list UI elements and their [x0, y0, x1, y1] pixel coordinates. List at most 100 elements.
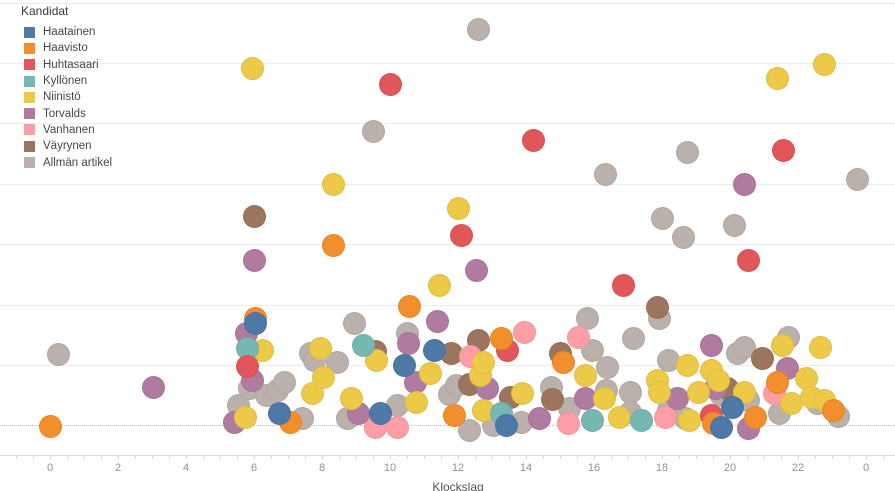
data-point-allm-n-artikel[interactable] [675, 140, 699, 164]
data-point-v-yrynen[interactable] [440, 341, 464, 365]
data-point-vanhanen[interactable] [566, 325, 590, 349]
data-point-niinist-[interactable] [233, 405, 257, 429]
data-point-allm-n-artikel[interactable] [618, 380, 642, 404]
data-point-torvalds[interactable] [396, 331, 420, 355]
data-point-torvalds[interactable] [528, 406, 552, 430]
data-point-allm-n-artikel[interactable] [650, 206, 674, 230]
legend-item-vanhanen[interactable]: Vanhanen [21, 122, 112, 138]
data-point-haavisto[interactable] [490, 326, 514, 350]
data-point-haatainen[interactable] [243, 311, 267, 335]
data-point-haatainen[interactable] [268, 401, 292, 425]
data-point-kyll-nen[interactable] [630, 408, 654, 432]
data-point-niinist-[interactable] [322, 172, 346, 196]
data-point-haatainen[interactable] [393, 353, 417, 377]
data-point-torvalds[interactable] [700, 333, 724, 357]
data-point-allm-n-artikel[interactable] [343, 311, 367, 335]
data-point-allm-n-artikel[interactable] [621, 326, 645, 350]
legend-item-kyll-nen[interactable]: Kyllönen [21, 73, 112, 89]
data-point-torvalds[interactable] [464, 258, 488, 282]
data-point-haatainen[interactable] [710, 415, 734, 439]
legend-item-haavisto[interactable]: Haavisto [21, 40, 112, 56]
data-point-haavisto[interactable] [551, 350, 575, 374]
data-point-niinist-[interactable] [311, 365, 335, 389]
data-point-niinist-[interactable] [573, 363, 597, 387]
data-point-v-yrynen[interactable] [541, 387, 565, 411]
data-point-niinist-[interactable] [241, 56, 265, 80]
data-point-niinist-[interactable] [795, 366, 819, 390]
data-point-allm-n-artikel[interactable] [273, 370, 297, 394]
data-point-niinist-[interactable] [766, 66, 790, 90]
data-point-huhtasaari[interactable] [236, 354, 260, 378]
legend-item-niinist-[interactable]: Niinistö [21, 89, 112, 105]
data-point-niinist-[interactable] [608, 405, 632, 429]
data-point-torvalds[interactable] [141, 375, 165, 399]
data-point-torvalds[interactable] [573, 386, 597, 410]
data-point-haavisto[interactable] [322, 233, 346, 257]
data-point-v-yrynen[interactable] [242, 204, 266, 228]
legend-item-torvalds[interactable]: Torvalds [21, 105, 112, 121]
data-point-haavisto[interactable] [38, 414, 62, 438]
data-point-v-yrynen[interactable] [646, 295, 670, 319]
data-point-niinist-[interactable] [471, 398, 495, 422]
data-point-niinist-[interactable] [813, 52, 837, 76]
legend-item-haatainen[interactable]: Haatainen [21, 24, 112, 40]
data-point-haatainen[interactable] [423, 338, 447, 362]
data-point-v-yrynen[interactable] [751, 346, 775, 370]
data-point-allm-n-artikel[interactable] [458, 418, 482, 442]
data-point-allm-n-artikel[interactable] [656, 348, 680, 372]
data-point-allm-n-artikel[interactable] [845, 167, 869, 191]
data-point-vanhanen[interactable] [653, 405, 677, 429]
data-point-haavisto[interactable] [443, 403, 467, 427]
data-point-niinist-[interactable] [471, 350, 495, 374]
data-point-torvalds[interactable] [666, 386, 690, 410]
data-point-allm-n-artikel[interactable] [361, 119, 385, 143]
data-point-haatainen[interactable] [495, 413, 519, 437]
data-point-allm-n-artikel[interactable] [733, 335, 757, 359]
data-point-haatainen[interactable] [720, 395, 744, 419]
data-point-torvalds[interactable] [733, 172, 757, 196]
data-point-haavisto[interactable] [743, 405, 767, 429]
data-point-niinist-[interactable] [706, 368, 730, 392]
data-point-niinist-[interactable] [593, 386, 617, 410]
data-point-niinist-[interactable] [678, 408, 702, 432]
data-point-kyll-nen[interactable] [581, 408, 605, 432]
data-point-niinist-[interactable] [511, 381, 535, 405]
data-point-torvalds[interactable] [242, 248, 266, 272]
data-point-vanhanen[interactable] [513, 320, 537, 344]
data-point-haatainen[interactable] [368, 401, 392, 425]
data-point-niinist-[interactable] [780, 391, 804, 415]
data-point-niinist-[interactable] [418, 361, 442, 385]
data-point-huhtasaari[interactable] [449, 223, 473, 247]
data-point-niinist-[interactable] [428, 273, 452, 297]
data-point-niinist-[interactable] [648, 380, 672, 404]
data-point-allm-n-artikel[interactable] [466, 17, 490, 41]
legend-item-huhtasaari[interactable]: Huhtasaari [21, 57, 112, 73]
data-point-kyll-nen[interactable] [351, 333, 375, 357]
data-point-allm-n-artikel[interactable] [594, 162, 618, 186]
data-point-niinist-[interactable] [446, 196, 470, 220]
data-point-niinist-[interactable] [340, 386, 364, 410]
data-point-haavisto[interactable] [766, 370, 790, 394]
data-point-allm-n-artikel[interactable] [596, 355, 620, 379]
data-point-allm-n-artikel[interactable] [46, 342, 70, 366]
data-point-huhtasaari[interactable] [521, 128, 545, 152]
legend-item-v-yrynen[interactable]: Väyrynen [21, 138, 112, 154]
data-point-allm-n-artikel[interactable] [722, 213, 746, 237]
data-point-niinist-[interactable] [686, 380, 710, 404]
data-point-vanhanen[interactable] [557, 411, 581, 435]
data-point-niinist-[interactable] [676, 353, 700, 377]
data-point-haavisto[interactable] [397, 294, 421, 318]
data-point-niinist-[interactable] [770, 333, 794, 357]
data-point-kyll-nen[interactable] [236, 336, 260, 360]
data-point-niinist-[interactable] [309, 336, 333, 360]
data-point-huhtasaari[interactable] [771, 138, 795, 162]
data-point-haavisto[interactable] [821, 398, 845, 422]
data-point-allm-n-artikel[interactable] [671, 225, 695, 249]
data-point-niinist-[interactable] [405, 390, 429, 414]
data-point-allm-n-artikel[interactable] [326, 350, 350, 374]
data-point-niinist-[interactable] [808, 335, 832, 359]
data-point-huhtasaari[interactable] [736, 248, 760, 272]
data-point-huhtasaari[interactable] [612, 273, 636, 297]
data-point-torvalds[interactable] [426, 309, 450, 333]
legend-item-allm-n-artikel[interactable]: Allmän artikel [21, 154, 112, 170]
